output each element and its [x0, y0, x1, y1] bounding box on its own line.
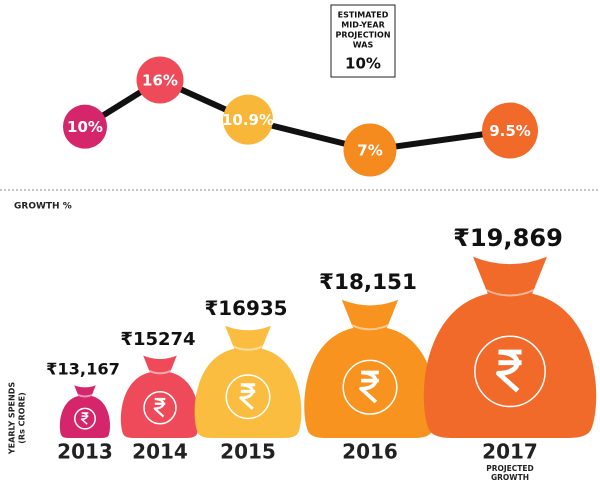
money-bag: [423, 256, 597, 438]
annotation-text: WAS: [353, 41, 374, 50]
rupee-circle: [143, 391, 177, 425]
bag-tie: [77, 393, 93, 398]
rupee-circle: [474, 335, 546, 408]
growth-point: [223, 94, 273, 145]
rupee-circle: [225, 374, 271, 420]
year-label: 2014: [132, 440, 188, 464]
growth-point: [343, 123, 397, 177]
spend-label: ₹16935: [204, 297, 287, 320]
year-label: 2015: [220, 440, 276, 464]
growth-point: [136, 56, 184, 104]
annotation-value: 10%: [345, 55, 381, 73]
rupee-circle: [342, 359, 398, 415]
money-bag: [304, 299, 436, 438]
growth-label: 10.9%: [222, 111, 274, 129]
year-label: 2017: [482, 440, 538, 464]
growth-label: 16%: [142, 72, 178, 90]
annotation-box: [330, 4, 396, 78]
spend-axis-label: (Rs CRORE): [18, 392, 27, 443]
note-text: PROJECTED: [486, 464, 534, 473]
money-bag: [194, 325, 302, 438]
rupee-glyph: [239, 383, 256, 410]
bag-tie: [232, 345, 264, 351]
money-bag: [120, 355, 200, 438]
bag-tie: [485, 289, 535, 297]
bag-tie: [148, 369, 172, 375]
spend-label: ₹13,167: [46, 360, 120, 379]
rupee-glyph: [80, 412, 89, 425]
year-label: 2013: [57, 440, 113, 464]
growth-axis-label: GROWTH %: [14, 202, 72, 212]
growth-point: [482, 102, 538, 159]
growth-label: 10%: [67, 118, 103, 136]
annotation-text: ESTIMATED: [338, 11, 389, 20]
note-text: GROWTH: [491, 473, 529, 482]
money-bag: [59, 385, 111, 438]
spend-label: ₹18,151: [319, 270, 417, 295]
growth-label: 9.5%: [489, 122, 531, 140]
spend-axis-label: YEARLY SPENDS: [8, 382, 17, 455]
growth-label: 7%: [357, 142, 382, 160]
growth-point: [63, 104, 107, 149]
annotation-text: PROJECTION: [335, 31, 390, 40]
spend-label: ₹19,869: [453, 224, 563, 252]
rupee-glyph: [495, 349, 522, 393]
annotation-text: MID-YEAR: [341, 21, 384, 30]
spend-label: ₹15274: [120, 329, 195, 350]
rupee-circle: [74, 407, 96, 430]
year-label: 2016: [342, 440, 398, 464]
bag-tie: [351, 324, 389, 331]
rupee-glyph: [153, 397, 166, 418]
rupee-glyph: [359, 370, 379, 404]
